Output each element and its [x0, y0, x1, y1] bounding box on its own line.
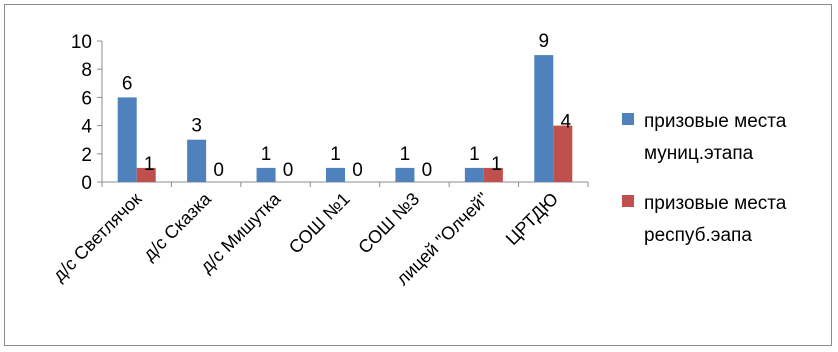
legend-label: призовые места [644, 111, 787, 132]
data-label-series-1: 1 [261, 144, 272, 165]
bar-series-1 [187, 139, 207, 182]
bar-series-1 [395, 167, 415, 182]
legend-label: муниц.этапа [644, 143, 754, 164]
data-label-series-1: 3 [191, 116, 202, 137]
y-tick-label: 8 [81, 60, 92, 81]
bar-series-2 [553, 125, 573, 182]
data-label-series-2: 0 [352, 160, 363, 181]
category-label: СОШ №1 [285, 189, 354, 258]
bar-series-1 [464, 167, 484, 182]
y-tick-label: 4 [81, 117, 92, 138]
legend-label: респуб.эапа [644, 225, 752, 246]
bar-series-2 [483, 167, 503, 182]
data-label-series-1: 1 [469, 144, 480, 165]
bar-series-1 [256, 167, 276, 182]
y-tick-label: 0 [81, 173, 92, 194]
data-label-series-2: 0 [283, 160, 294, 181]
data-label-series-1: 9 [538, 31, 549, 52]
y-tick-label: 6 [81, 88, 92, 109]
data-label-series-2: 1 [491, 154, 502, 175]
data-label-series-2: 1 [144, 154, 155, 175]
category-label: ЦРТДЮ [502, 189, 562, 249]
category-label: д/с Светлячок [49, 189, 146, 286]
legend-label: призовые места [644, 193, 787, 214]
bar-series-1 [534, 55, 554, 182]
data-label-series-1: 1 [330, 144, 341, 165]
legend-swatch [622, 113, 634, 125]
data-label-series-1: 1 [400, 144, 411, 165]
legend-swatch [622, 195, 634, 207]
data-label-series-2: 4 [560, 112, 571, 133]
y-tick-label: 10 [71, 32, 92, 53]
bar-series-2 [136, 167, 156, 182]
data-label-series-1: 6 [122, 73, 133, 94]
data-label-series-2: 0 [213, 160, 224, 181]
category-label: д/с Сказка [139, 188, 215, 264]
data-label-series-2: 0 [422, 160, 433, 181]
category-label: СОШ №3 [354, 189, 423, 258]
bar-series-1 [326, 167, 345, 182]
y-tick-label: 2 [81, 145, 92, 166]
bar-series-1 [117, 97, 137, 182]
